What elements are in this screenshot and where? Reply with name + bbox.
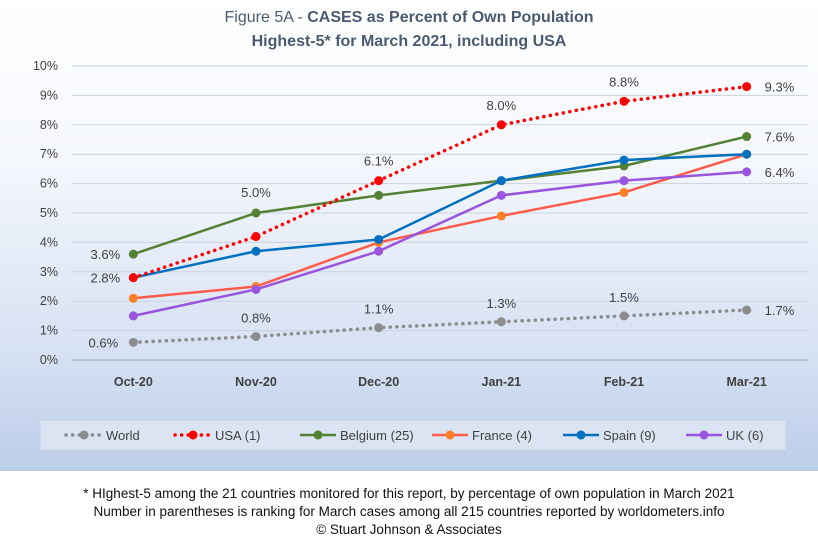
y-tick-label: 5% [40, 206, 58, 220]
data-label: 1.1% [364, 302, 394, 317]
x-tick-label: Nov-20 [235, 375, 277, 389]
legend-label: Belgium (25) [340, 428, 414, 443]
y-tick-label: 4% [40, 235, 58, 249]
data-point [374, 234, 384, 244]
data-point [496, 190, 506, 200]
data-point [619, 187, 629, 197]
data-point [742, 167, 752, 177]
legend-swatch-marker [188, 430, 198, 440]
data-point [496, 211, 506, 221]
y-tick-label: 9% [40, 88, 58, 102]
x-tick-label: Feb-21 [604, 375, 644, 389]
data-point [128, 337, 138, 347]
x-tick-label: Dec-20 [358, 375, 399, 389]
data-label: 1.3% [487, 296, 517, 311]
data-label: 6.4% [765, 165, 795, 180]
legend-box [39, 419, 787, 451]
data-point [619, 311, 629, 321]
data-label: 8.8% [609, 74, 639, 89]
data-label: 6.1% [364, 154, 394, 169]
series-line [133, 152, 747, 279]
y-tick-label: 2% [40, 294, 58, 308]
data-point [619, 176, 629, 186]
data-point [374, 323, 384, 333]
series-line [132, 135, 747, 256]
legend-swatch-marker [699, 430, 709, 440]
series-line [131, 308, 749, 345]
legend-label: USA (1) [215, 428, 261, 443]
chart-title: Figure 5A - CASES as Percent of Own Popu… [225, 9, 594, 26]
x-tick-label: Mar-21 [727, 375, 767, 389]
legend-swatch-marker [313, 430, 323, 440]
y-tick-label: 1% [40, 324, 58, 338]
data-label: 0.8% [241, 310, 271, 325]
data-point [619, 155, 629, 165]
x-tick-label: Oct-20 [114, 375, 153, 389]
x-tick-label: Jan-21 [482, 375, 522, 389]
legend-swatch-marker [79, 430, 89, 440]
data-point [496, 120, 506, 130]
footnote-line-3: © Stuart Johnson & Associates [316, 522, 502, 537]
legend-swatch-marker [576, 430, 586, 440]
data-point [742, 305, 752, 315]
series-line [133, 170, 747, 318]
data-label: 1.5% [609, 290, 639, 305]
data-label: 8.0% [487, 98, 517, 113]
data-label: 5.0% [241, 185, 271, 200]
y-tick-label: 10% [33, 59, 58, 73]
chart-subtitle: Highest-5* for March 2021, including USA [252, 33, 567, 50]
data-point [128, 249, 138, 259]
footnote-line-2: Number in parentheses is ranking for Mar… [93, 504, 725, 519]
data-label: 0.6% [89, 335, 119, 350]
legend-label: UK (6) [726, 428, 764, 443]
data-point [619, 96, 629, 106]
series-line [133, 153, 748, 300]
data-point [128, 273, 138, 283]
y-tick-label: 0% [40, 353, 58, 367]
line-chart: Figure 5A - CASES as Percent of Own Popu… [33, 9, 808, 451]
y-tick-label: 7% [40, 147, 58, 161]
data-point [128, 293, 138, 303]
data-label: 1.7% [765, 303, 795, 318]
legend-label: World [106, 428, 140, 443]
data-point [496, 317, 506, 327]
legend-swatch-marker [445, 430, 455, 440]
data-label: 3.6% [91, 247, 121, 262]
data-label: 9.3% [765, 80, 795, 95]
legend-label: France (4) [472, 428, 532, 443]
y-tick-label: 3% [40, 265, 58, 279]
data-point [374, 176, 384, 186]
y-tick-label: 6% [40, 177, 58, 191]
data-point [251, 246, 261, 256]
data-label: 2.8% [91, 271, 121, 286]
data-point [128, 311, 138, 321]
data-point [496, 176, 506, 186]
data-point [742, 132, 752, 142]
data-point [251, 232, 261, 242]
data-point [742, 149, 752, 159]
data-point [374, 246, 384, 256]
data-point [251, 284, 261, 294]
footnote-line-1: * HIghest-5 among the 21 countries monit… [83, 486, 735, 501]
series-line [131, 84, 749, 280]
data-point [742, 82, 752, 92]
y-tick-label: 8% [40, 118, 58, 132]
legend-label: Spain (9) [603, 428, 656, 443]
data-point [374, 190, 384, 200]
chart-area: Figure 5A - CASES as Percent of Own Popu… [0, 0, 818, 471]
data-point [251, 208, 261, 218]
data-point [251, 331, 261, 341]
footnote: * HIghest-5 among the 21 countries monit… [0, 485, 818, 539]
data-label: 7.6% [765, 130, 795, 145]
